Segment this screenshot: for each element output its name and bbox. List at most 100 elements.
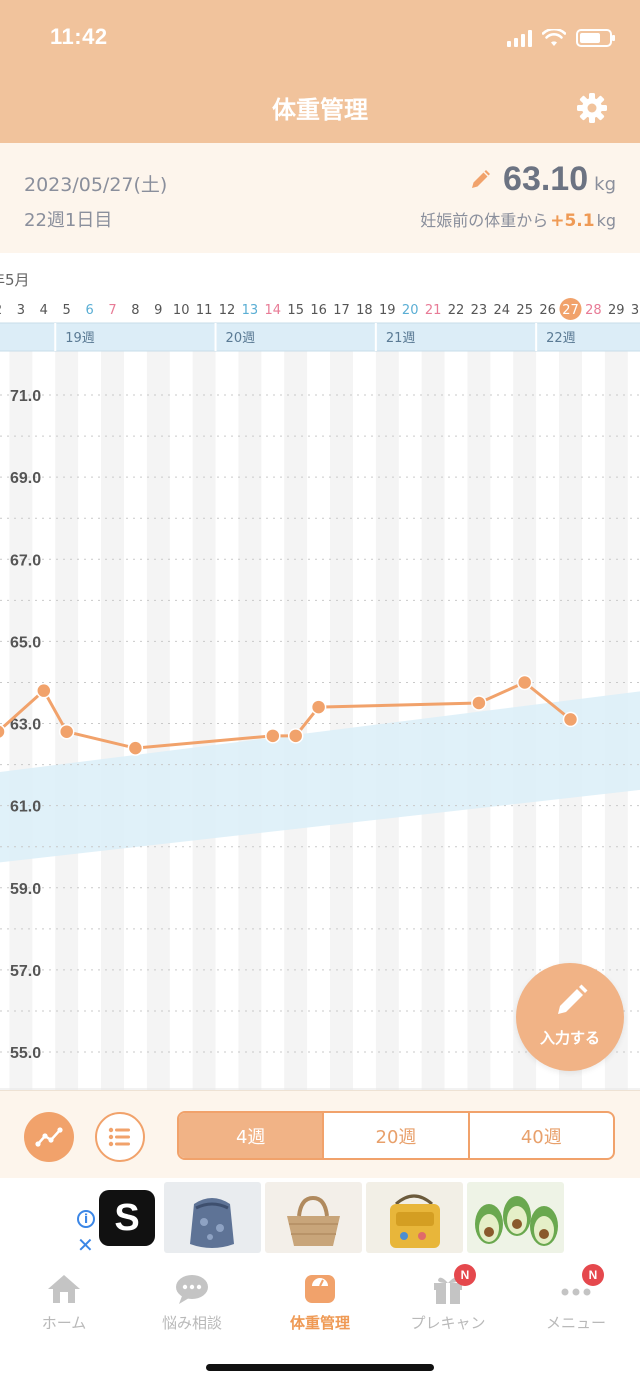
view-controls: 4週 20週 40週 xyxy=(0,1090,640,1178)
summary-date: 2023/05/27(土) xyxy=(24,174,168,196)
day-tick-label: 14 xyxy=(265,303,282,318)
weight-chart-svg[interactable]: 年5月2345678910111213141516171819202122232… xyxy=(0,253,640,1090)
weight-gain-label: 妊娠前の体重から xyxy=(420,211,549,230)
tab-precan[interactable]: N プレキャン xyxy=(384,1264,512,1333)
day-tick-label: 22 xyxy=(448,303,465,318)
day-column-stripe xyxy=(284,351,308,1090)
selected-day-marker xyxy=(559,298,582,320)
weight-point xyxy=(471,695,487,711)
home-icon xyxy=(48,1275,80,1303)
ad-brand-logo[interactable]: S xyxy=(99,1190,155,1246)
day-column-stripe xyxy=(238,351,262,1090)
weight-point xyxy=(36,682,52,699)
line-graph-icon xyxy=(35,1127,63,1147)
weight-gain-value: +5.1 xyxy=(550,211,595,231)
graph-view-button[interactable] xyxy=(24,1112,74,1162)
settings-gear-icon[interactable] xyxy=(576,92,608,124)
day-tick-label: 4 xyxy=(40,303,48,318)
day-column-stripe xyxy=(330,351,353,1090)
app-header: 11:42 体重管理 xyxy=(0,0,640,143)
segment-20-weeks[interactable]: 20週 xyxy=(322,1113,467,1158)
more-icon xyxy=(561,1288,591,1296)
month-label: 年5月 xyxy=(0,271,30,289)
range-segment-control: 4週 20週 40週 xyxy=(177,1111,615,1160)
day-tick-label: 5 xyxy=(63,303,71,318)
day-tick-label: 15 xyxy=(287,303,304,318)
tab-menu[interactable]: N メニュー xyxy=(512,1264,640,1333)
list-icon xyxy=(108,1127,130,1147)
day-tick-label: 23 xyxy=(471,303,488,318)
signal-icon xyxy=(507,29,532,47)
tab-label: ホーム xyxy=(41,1314,87,1332)
ad-product-image[interactable] xyxy=(467,1182,564,1253)
week-label: 21週 xyxy=(386,331,416,346)
page-title: 体重管理 xyxy=(272,96,368,124)
week-label: 19週 xyxy=(65,331,95,346)
day-tick-label: 20 xyxy=(402,303,419,318)
weight-gain: 妊娠前の体重から +5.1 kg xyxy=(420,207,616,231)
weight-point xyxy=(58,723,75,740)
status-icons xyxy=(507,27,615,49)
summary-weight[interactable]: 63.10 kg xyxy=(469,160,616,199)
day-tick-label: 11 xyxy=(196,303,213,318)
day-tick-label: 30 xyxy=(631,303,640,318)
day-column-stripe xyxy=(55,351,79,1090)
day-tick-label: 19 xyxy=(379,303,396,318)
day-tick-label: 9 xyxy=(154,303,162,318)
chat-icon xyxy=(176,1275,208,1304)
status-time: 11:42 xyxy=(50,24,108,49)
notification-badge: N xyxy=(454,1264,476,1286)
ad-close-icon[interactable]: ✕ xyxy=(77,1233,94,1257)
input-weight-button[interactable]: 入力する xyxy=(516,963,624,1071)
day-tick-label: 6 xyxy=(85,303,93,318)
battery-icon xyxy=(576,29,615,47)
day-tick-label: 7 xyxy=(108,303,116,318)
y-tick-label: 59.0 xyxy=(10,881,41,898)
input-weight-label: 入力する xyxy=(539,1029,600,1047)
summary-pregnancy-week: 22週1日目 xyxy=(24,210,113,231)
ad-product-image[interactable] xyxy=(164,1182,261,1253)
week-label: 20週 xyxy=(226,331,256,346)
chart-background xyxy=(0,253,640,1090)
weight-point xyxy=(265,728,281,744)
weight-summary: 2023/05/27(土) 22週1日目 63.10 kg 妊娠前の体重から +… xyxy=(0,143,640,253)
day-tick-label: 28 xyxy=(585,303,602,318)
weight-series-line xyxy=(0,680,572,750)
weight-chart[interactable]: 年5月2345678910111213141516171819202122232… xyxy=(0,253,640,1090)
weight-point xyxy=(310,699,327,715)
day-tick-label: 12 xyxy=(219,303,236,318)
day-tick-label: 18 xyxy=(356,303,373,318)
weight-gain-unit: kg xyxy=(596,211,616,230)
y-tick-label: 57.0 xyxy=(10,963,41,980)
day-tick-label: 27 xyxy=(562,303,579,318)
ad-product-image[interactable] xyxy=(366,1182,463,1253)
weight-point xyxy=(516,674,533,691)
day-tick-label: 10 xyxy=(173,303,190,318)
y-tick-label: 69.0 xyxy=(10,470,41,487)
list-view-button[interactable] xyxy=(95,1112,145,1162)
tab-label: プレキャン xyxy=(410,1314,486,1332)
home-indicator xyxy=(206,1364,434,1371)
ad-info-icon[interactable]: i xyxy=(77,1210,95,1228)
week-label: 22週 xyxy=(546,331,576,346)
day-column-stripe xyxy=(9,351,33,1090)
segment-4-weeks[interactable]: 4週 xyxy=(179,1113,323,1158)
day-column-stripe xyxy=(192,351,216,1090)
week-bar xyxy=(0,323,640,351)
scale-icon xyxy=(305,1275,335,1303)
wifi-icon xyxy=(542,29,566,46)
pencil-icon xyxy=(472,169,491,188)
notification-badge: N xyxy=(582,1264,604,1286)
segment-40-weeks[interactable]: 40週 xyxy=(467,1113,613,1158)
tab-label: メニュー xyxy=(545,1314,606,1332)
ad-product-image[interactable] xyxy=(265,1182,362,1253)
day-tick-label: 26 xyxy=(539,303,556,318)
day-column-stripe xyxy=(146,351,170,1090)
tab-weight[interactable]: 体重管理 xyxy=(256,1272,384,1333)
day-tick-label: 2 xyxy=(0,303,2,318)
y-tick-label: 71.0 xyxy=(10,388,41,405)
tab-home[interactable]: ホーム xyxy=(0,1272,128,1333)
tab-label: 悩み相談 xyxy=(161,1314,222,1332)
day-tick-label: 24 xyxy=(494,303,511,318)
tab-consult[interactable]: 悩み相談 xyxy=(128,1272,256,1333)
